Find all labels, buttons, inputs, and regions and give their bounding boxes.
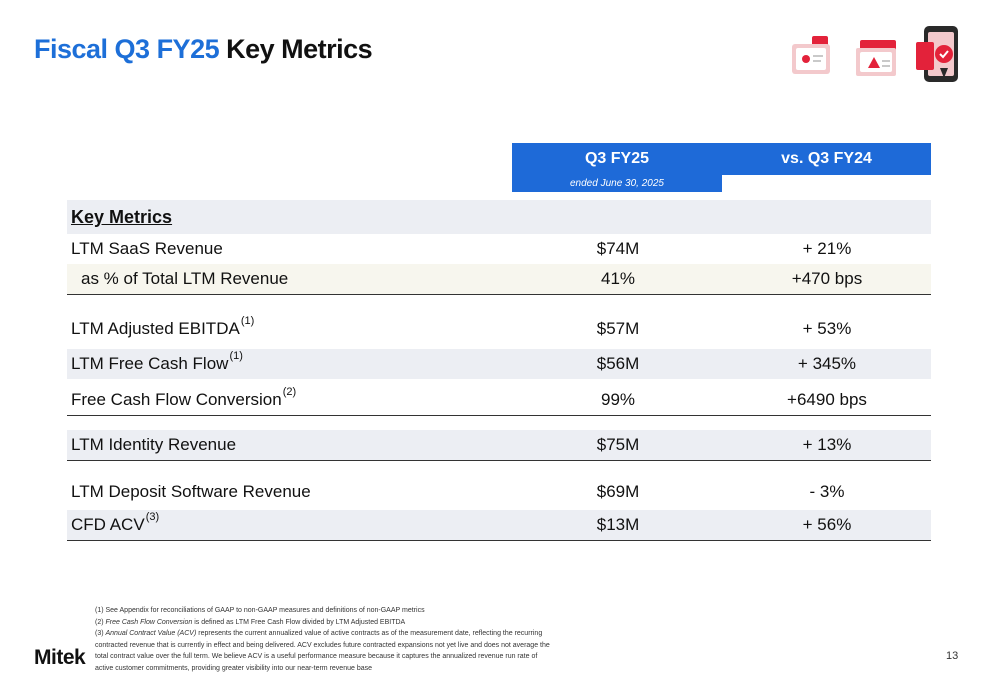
section-header: Key Metrics [71,207,173,227]
table-row: LTM SaaS Revenue $74M + 21% [67,234,931,264]
table-row: LTM Deposit Software Revenue $69M - 3% [67,477,931,507]
row-change: - 3% [809,482,845,501]
row-value: $57M [596,319,640,338]
table-row: Free Cash Flow Conversion(2) 99% +6490 b… [67,385,931,416]
row-label: LTM Adjusted EBITDA(1) [71,315,255,338]
title-accent: Fiscal Q3 FY25 [34,34,220,64]
row-change: +6490 bps [787,390,867,409]
page-title: Fiscal Q3 FY25 Key Metrics [34,34,373,65]
footnote-marker: (2) [282,386,297,398]
section-header-row: Key Metrics [67,200,931,234]
footnotes: (1) See Appendix for reconciliations of … [95,605,550,674]
row-label: LTM Free Cash Flow(1) [71,350,243,373]
row-change: + 13% [802,435,852,454]
footnote-1: (1) See Appendix for reconciliations of … [95,607,425,614]
row-change: + 53% [802,319,852,338]
phone-security-icon [916,26,958,82]
column-subheader: ended June 30, 2025 [512,175,722,192]
row-change: +470 bps [791,269,863,288]
footnote-marker: (1) [240,315,255,327]
row-label: Free Cash Flow Conversion(2) [71,386,297,409]
column-header-q3-fy25: Q3 FY25 [512,143,722,175]
id-card-icon [792,36,830,74]
row-label: LTM SaaS Revenue [71,239,223,258]
row-value: $69M [596,482,640,501]
row-change: + 56% [802,515,852,534]
table-row: LTM Adjusted EBITDA(1) $57M + 53% [67,314,931,344]
row-label: LTM Identity Revenue [71,435,237,454]
title-rest: Key Metrics [226,34,373,64]
row-value: $13M [596,515,640,534]
table-row: CFD ACV(3) $13M + 56% [67,510,931,541]
page-number: 13 [946,650,959,662]
footnote-marker: (3) [145,511,160,523]
column-header-vs-q3-fy24: vs. Q3 FY24 [722,143,931,175]
row-change: + 345% [797,354,857,373]
table-row: as % of Total LTM Revenue 41% +470 bps [67,264,931,295]
row-label: CFD ACV(3) [71,511,160,534]
row-value: $56M [596,354,640,373]
footnote-3: (3) Annual Contract Value (ACV) represen… [95,630,550,672]
table-row: LTM Identity Revenue $75M + 13% [67,430,931,461]
row-value: 41% [600,269,636,288]
mitek-logo: Mitek [34,646,86,669]
row-value: 99% [600,390,636,409]
table-row: LTM Free Cash Flow(1) $56M + 345% [67,349,931,379]
footnote-marker: (1) [229,350,243,362]
footnote-2: (2) Free Cash Flow Conversion is defined… [95,618,406,626]
row-label: LTM Deposit Software Revenue [71,482,311,501]
alert-document-icon [856,40,896,76]
row-change: + 21% [802,239,852,258]
header-icons [790,22,972,90]
row-label: as % of Total LTM Revenue [81,269,289,288]
row-value: $75M [596,435,640,454]
row-value: $74M [596,239,640,258]
